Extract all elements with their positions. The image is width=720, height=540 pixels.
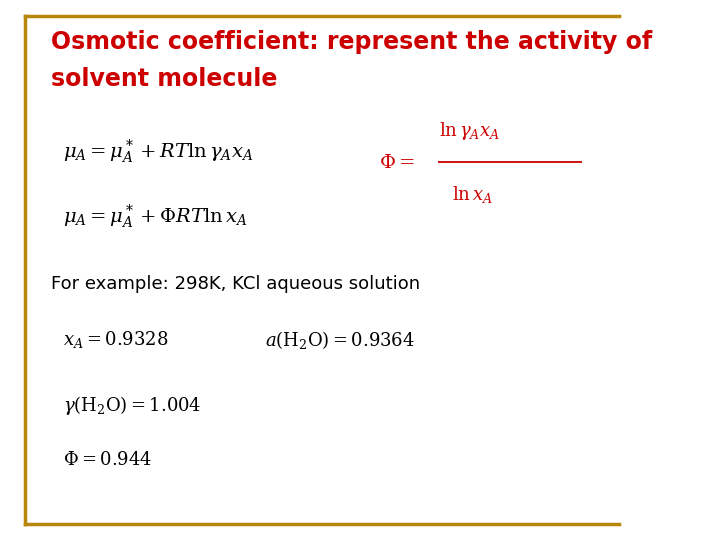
Text: $\gamma(\mathrm{H_2O}) = 1.004$: $\gamma(\mathrm{H_2O}) = 1.004$	[63, 394, 202, 417]
Text: $\mu_A = \mu_A^* + \Phi RT \ln x_A$: $\mu_A = \mu_A^* + \Phi RT \ln x_A$	[63, 202, 248, 231]
Text: For example: 298K, KCl aqueous solution: For example: 298K, KCl aqueous solution	[50, 275, 420, 293]
Text: $x_A = 0.9328$: $x_A = 0.9328$	[63, 329, 168, 350]
Text: solvent molecule: solvent molecule	[50, 68, 277, 91]
Text: $a(\mathrm{H_2O}) = 0.9364$: $a(\mathrm{H_2O}) = 0.9364$	[266, 329, 415, 352]
Text: $\ln x_A$: $\ln x_A$	[452, 184, 492, 205]
Text: $\mu_A = \mu_A^* + RT \ln \gamma_A x_A$: $\mu_A = \mu_A^* + RT \ln \gamma_A x_A$	[63, 138, 253, 166]
Text: $\Phi = 0.944$: $\Phi = 0.944$	[63, 451, 153, 469]
Text: $\ln \gamma_A x_A$: $\ln \gamma_A x_A$	[439, 120, 500, 142]
Text: $\Phi =$: $\Phi =$	[379, 152, 415, 172]
Text: Osmotic coefficient: represent the activity of: Osmotic coefficient: represent the activ…	[50, 30, 652, 53]
